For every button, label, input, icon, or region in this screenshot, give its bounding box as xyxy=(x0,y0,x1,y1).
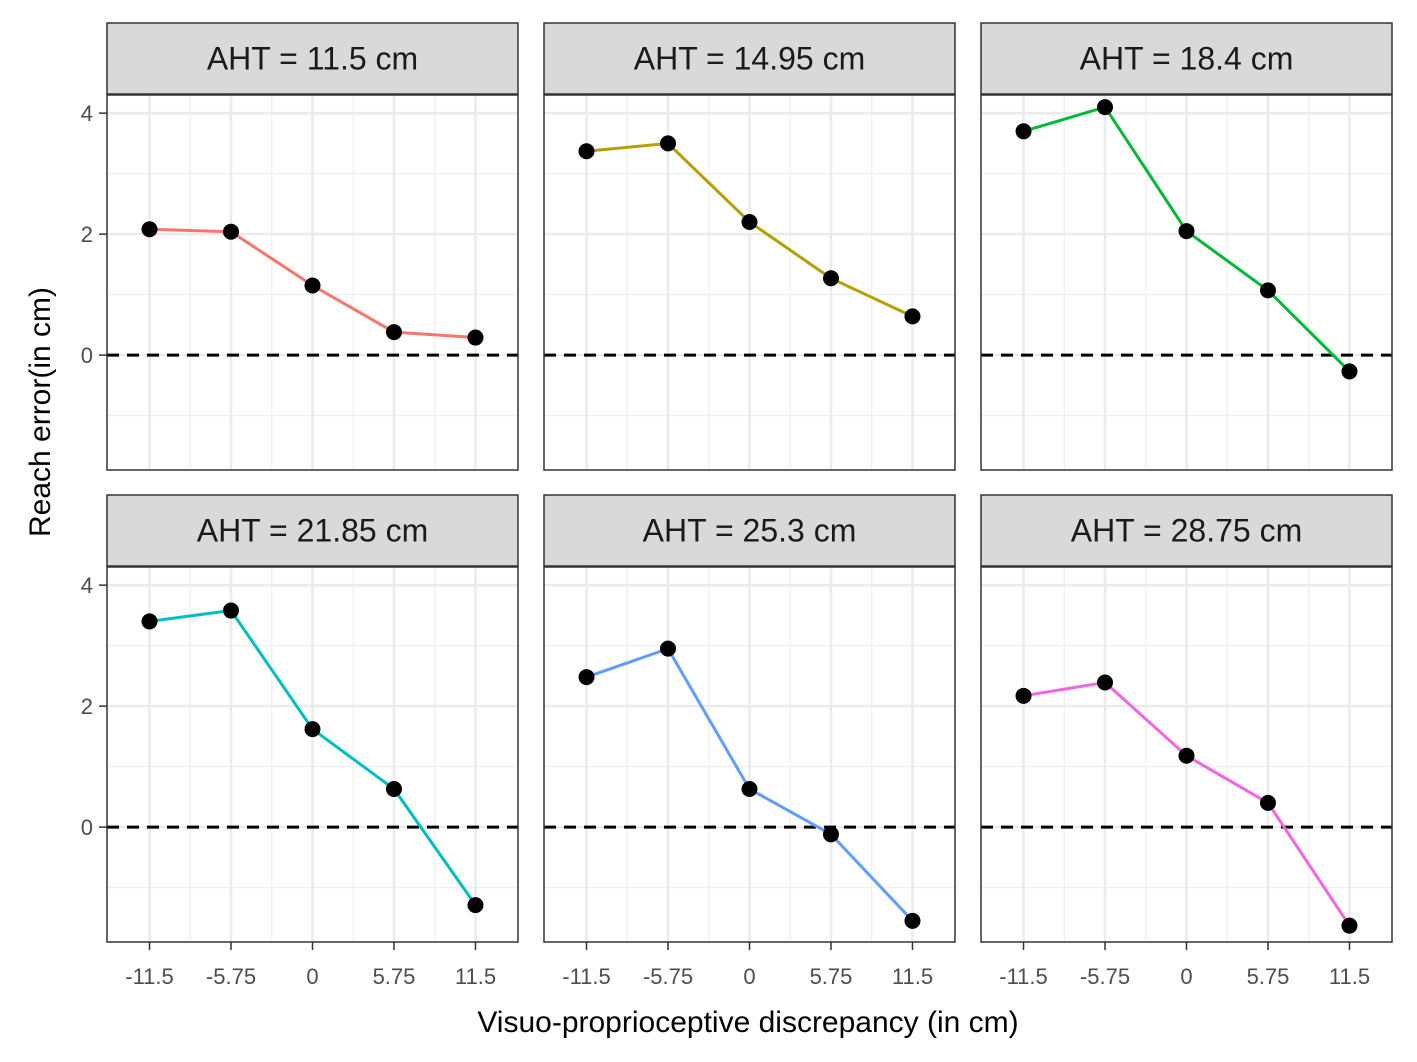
facet-label: AHT = 18.4 cm xyxy=(1080,41,1294,77)
data-point xyxy=(141,613,158,630)
facet-panel: AHT = 25.3 cm xyxy=(543,494,956,943)
data-point xyxy=(1178,223,1195,240)
x-tick-label: 0 xyxy=(306,964,318,989)
x-tick-label: 11.5 xyxy=(455,964,496,989)
x-tick-label: 11.5 xyxy=(892,964,933,989)
facet-strip xyxy=(980,494,1393,567)
data-point xyxy=(1341,363,1358,380)
x-axes: -11.5 -5.75 0 5.75 11.5 -11.5 -5.75 0 5.75 11.5 -1… xyxy=(125,942,1370,989)
facet-label: AHT = 11.5 cm xyxy=(207,41,418,77)
facet-panel: AHT = 14.95 cm xyxy=(543,22,956,471)
data-point xyxy=(141,221,158,238)
data-point xyxy=(578,669,595,686)
x-axis-title: Visuo-proprioceptive discrepancy (in cm) xyxy=(477,1006,1018,1039)
x-tick-label: -11.5 xyxy=(562,964,611,989)
data-point xyxy=(741,780,758,797)
y-tick-label: 0 xyxy=(81,343,93,368)
facet-strip xyxy=(106,494,519,567)
facet-label: AHT = 25.3 cm xyxy=(643,513,857,549)
panel-border xyxy=(543,94,956,471)
y-axes: 0 2 4 0 2 4 xyxy=(81,101,107,840)
data-point xyxy=(223,602,240,619)
data-point xyxy=(467,329,484,346)
facet-strip xyxy=(543,22,956,95)
data-point xyxy=(385,780,402,797)
data-point xyxy=(1015,687,1032,704)
panel-border xyxy=(980,94,1393,471)
data-point xyxy=(1097,674,1114,691)
x-tick-label: 0 xyxy=(1180,964,1192,989)
panel-border xyxy=(106,94,519,471)
data-point xyxy=(304,721,321,738)
y-axis-title: Reach error(in cm) xyxy=(24,287,57,537)
data-point xyxy=(1341,917,1358,934)
data-point xyxy=(385,324,402,341)
x-tick-label: 0 xyxy=(743,964,755,989)
data-point xyxy=(904,912,921,929)
x-tick-label: -5.75 xyxy=(1080,964,1130,989)
data-point xyxy=(1259,794,1276,811)
data-point xyxy=(467,897,484,914)
data-point xyxy=(660,135,677,152)
x-tick-label: -5.75 xyxy=(643,964,693,989)
data-point xyxy=(741,214,758,231)
y-tick-label: 0 xyxy=(81,815,93,840)
x-tick-label: 11.5 xyxy=(1329,964,1370,989)
x-tick-label: -11.5 xyxy=(125,964,174,989)
data-point xyxy=(1097,99,1114,116)
data-point xyxy=(1015,123,1032,140)
x-tick-label: 5.75 xyxy=(810,964,853,989)
y-tick-label: 4 xyxy=(81,573,93,598)
data-point xyxy=(904,308,921,325)
facet-strip xyxy=(106,22,519,95)
data-point xyxy=(1178,747,1195,764)
y-tick-label: 2 xyxy=(81,222,93,247)
facet-panel: AHT = 28.75 cm xyxy=(980,494,1393,943)
x-tick-label: -11.5 xyxy=(999,964,1048,989)
data-point xyxy=(660,640,677,657)
y-tick-label: 2 xyxy=(81,694,93,719)
facet-panel: AHT = 11.5 cm xyxy=(106,22,519,471)
x-tick-label: 5.75 xyxy=(373,964,416,989)
facet-panels: AHT = 11.5 cm AHT = 14.95 cm AHT = 18.4 cm… xyxy=(106,22,1393,943)
facet-label: AHT = 14.95 cm xyxy=(634,41,866,77)
facet-label: AHT = 28.75 cm xyxy=(1071,513,1303,549)
facet-strip xyxy=(543,494,956,567)
data-point xyxy=(578,143,595,160)
data-point xyxy=(223,223,240,240)
facet-panel: AHT = 21.85 cm xyxy=(106,494,519,943)
x-tick-label: -5.75 xyxy=(206,964,256,989)
y-tick-label: 4 xyxy=(81,101,93,126)
data-point xyxy=(822,826,839,843)
x-tick-label: 5.75 xyxy=(1247,964,1290,989)
data-point xyxy=(822,270,839,287)
data-point xyxy=(304,277,321,294)
facet-strip xyxy=(980,22,1393,95)
data-point xyxy=(1259,282,1276,299)
facet-label: AHT = 21.85 cm xyxy=(197,513,429,549)
facet-panel: AHT = 18.4 cm xyxy=(980,22,1393,471)
